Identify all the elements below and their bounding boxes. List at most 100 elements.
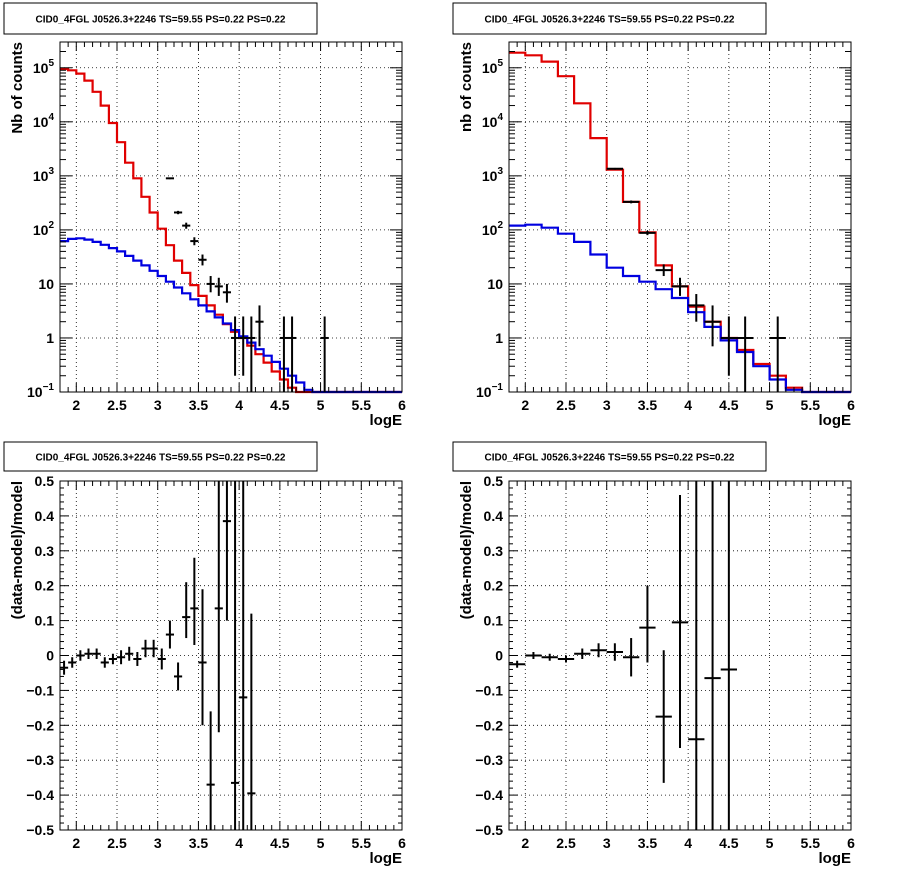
y-tick-label: 105 (482, 58, 504, 76)
x-tick-label: 4.5 (270, 397, 290, 413)
y-tick-label: 0.4 (484, 508, 504, 524)
chart-title: CID0_4FGL J0526.3+2246 TS=59.55 PS=0.22 … (485, 15, 735, 26)
x-tick-label: 2.5 (107, 397, 127, 413)
data-point (606, 643, 623, 661)
y-tick-label: 103 (33, 166, 55, 184)
data-point (557, 655, 575, 663)
y-tick-label: −0.3 (475, 752, 503, 768)
x-tick-label: 4 (235, 397, 243, 413)
data-point (214, 481, 223, 733)
data-point (222, 283, 231, 303)
data-point (720, 316, 737, 376)
y-axis-title: (data-model)/model (458, 481, 475, 619)
x-tick-label: 4 (684, 835, 692, 851)
y-tick-label: 0 (495, 648, 503, 664)
data-point (174, 210, 183, 215)
x-tick-label: 5.5 (352, 835, 372, 851)
y-tick-label: 102 (33, 220, 55, 238)
y-tick-label: 10 (487, 276, 503, 292)
y-tick-label: −0.1 (475, 682, 503, 698)
data-point (182, 222, 191, 229)
x-tick-label: 2.5 (556, 835, 576, 851)
data-point (606, 167, 623, 170)
data-point (100, 657, 109, 668)
data-point (174, 662, 183, 691)
x-tick-label: 5 (317, 397, 325, 413)
x-tick-label: 4.5 (719, 397, 739, 413)
data-point (239, 481, 248, 830)
x-tick-label: 3 (154, 835, 162, 851)
x-tick-label: 4.5 (270, 835, 290, 851)
data-point (182, 582, 191, 639)
x-tick-label: 5 (317, 835, 325, 851)
data-point (655, 264, 672, 277)
data-point (671, 494, 689, 748)
data-point (639, 230, 656, 236)
x-tick-label: 3.5 (189, 835, 209, 851)
y-tick-label: 0.1 (484, 613, 504, 629)
data-point (198, 254, 207, 266)
x-tick-label: 5.5 (352, 397, 372, 413)
x-tick-label: 2.5 (107, 835, 127, 851)
y-tick-label: −0.1 (26, 682, 54, 698)
x-tick-label: 2 (72, 835, 80, 851)
data-point (623, 200, 640, 204)
y-tick-label: −0.3 (26, 752, 54, 768)
x-tick-label: 6 (398, 835, 406, 851)
data-point (165, 177, 174, 180)
panel-4: CID0_4FGL J0526.3+2246 TS=59.55 PS=0.22 … (452, 441, 855, 867)
plot-frame (508, 41, 852, 393)
y-tick-label: 104 (482, 112, 504, 130)
y-axis-title: (data-model)/model (9, 481, 26, 619)
x-tick-label: 3.5 (638, 835, 658, 851)
x-tick-label: 6 (398, 397, 406, 413)
data-point (60, 660, 69, 675)
x-axis-title: logE (370, 412, 403, 429)
histogram-line (509, 51, 851, 394)
data-point (231, 316, 240, 376)
y-tick-label: −0.2 (475, 717, 503, 733)
chart-title: CID0_4FGL J0526.3+2246 TS=59.55 PS=0.22 … (36, 453, 286, 464)
x-tick-label: 3 (154, 397, 162, 413)
data-point (541, 653, 558, 661)
data-point (255, 305, 264, 347)
data-point (704, 305, 721, 347)
y-tick-label: 0.3 (35, 543, 55, 559)
x-tick-label: 2.5 (556, 397, 576, 413)
data-point (84, 648, 93, 659)
y-tick-label: 0 (46, 648, 54, 664)
histogram-line (509, 223, 851, 394)
plot-frame (59, 480, 403, 831)
x-axis-title: logE (370, 850, 403, 867)
title-box (452, 2, 767, 35)
data-point (108, 653, 117, 665)
data-point (190, 557, 199, 646)
chart-title: CID0_4FGL J0526.3+2246 TS=59.55 PS=0.22 … (36, 15, 286, 26)
y-tick-label: 1 (46, 330, 54, 346)
y-tick-label: 10 (38, 276, 54, 292)
y-tick-label: 1 (495, 330, 503, 346)
data-point (688, 294, 705, 322)
data-point (525, 652, 542, 659)
data-point (247, 316, 256, 392)
y-tick-label: 10−1 (27, 382, 54, 400)
y-tick-label: 0.2 (484, 578, 504, 594)
data-point (590, 643, 607, 658)
y-tick-label: −0.4 (475, 787, 503, 803)
data-point (288, 316, 297, 392)
y-tick-label: −0.5 (26, 822, 54, 838)
panel-2: CID0_4FGL J0526.3+2246 TS=59.55 PS=0.22 … (452, 2, 855, 429)
data-point (165, 620, 174, 649)
y-tick-label: −0.4 (26, 787, 54, 803)
x-tick-label: 5 (766, 835, 774, 851)
y-axis-title: nb of counts (458, 42, 475, 132)
x-tick-label: 3.5 (189, 397, 209, 413)
panel-3: CID0_4FGL J0526.3+2246 TS=59.55 PS=0.22 … (3, 441, 406, 867)
data-point (68, 657, 77, 668)
data-point (704, 481, 721, 830)
data-point (206, 276, 215, 293)
data-point (720, 481, 737, 830)
x-axis-title: logE (819, 850, 852, 867)
data-point (671, 277, 689, 296)
